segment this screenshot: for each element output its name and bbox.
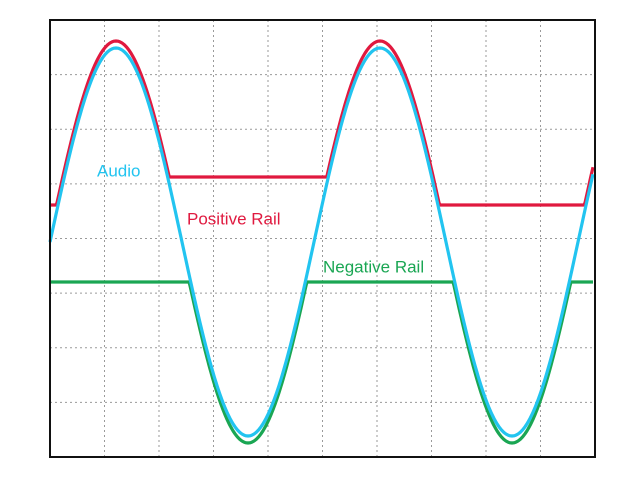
audio-label: Audio — [97, 161, 140, 180]
negative-rail-wave — [49, 280, 594, 445]
audio-wave — [48, 46, 595, 438]
positive-rail-label: Positive Rail — [187, 209, 281, 228]
scope-frame — [49, 19, 596, 458]
positive-rail-wave — [49, 39, 595, 207]
negative-rail-label: Negative Rail — [323, 257, 424, 276]
